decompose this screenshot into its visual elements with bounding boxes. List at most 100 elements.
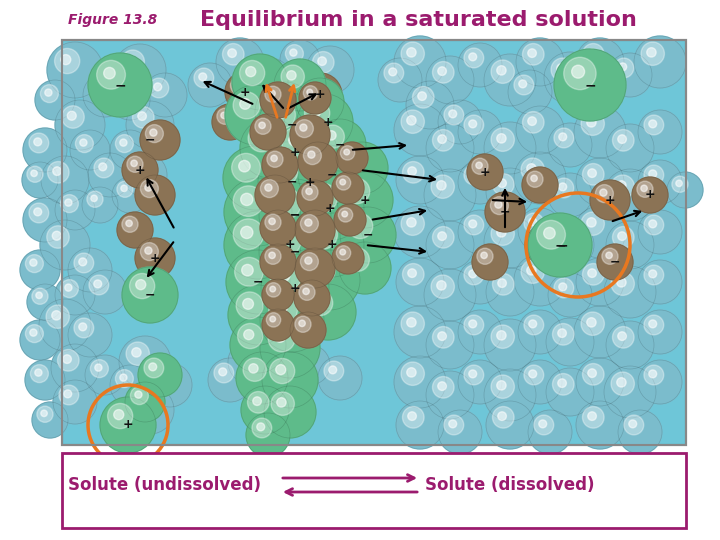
Circle shape [305,257,312,264]
Circle shape [233,219,264,249]
Circle shape [352,254,361,263]
Circle shape [27,284,63,320]
Circle shape [552,226,574,248]
Circle shape [228,340,272,384]
Circle shape [464,215,484,235]
Circle shape [340,179,346,185]
Text: +: + [135,164,145,177]
Circle shape [491,222,514,245]
Circle shape [248,125,275,152]
Circle shape [60,194,78,213]
Circle shape [527,171,543,187]
Circle shape [334,204,366,236]
Circle shape [121,185,127,192]
Circle shape [269,218,275,225]
Circle shape [238,323,263,349]
Circle shape [199,73,207,81]
Circle shape [667,172,703,208]
Circle shape [458,260,502,304]
Circle shape [246,66,256,77]
Circle shape [34,208,42,216]
Circle shape [74,253,94,273]
Circle shape [240,98,251,109]
Circle shape [236,352,288,404]
Circle shape [96,60,125,89]
Circle shape [295,119,313,138]
Circle shape [554,178,574,198]
Circle shape [536,220,565,249]
Circle shape [433,376,454,398]
Circle shape [458,210,502,254]
Circle shape [269,224,301,256]
Bar [62,40,686,445]
Circle shape [115,369,133,388]
Circle shape [154,83,162,91]
Circle shape [117,181,133,197]
Circle shape [351,185,361,195]
Circle shape [41,156,89,204]
Circle shape [444,105,464,125]
Circle shape [535,234,542,241]
Circle shape [67,111,76,120]
Circle shape [336,142,388,194]
Circle shape [314,119,366,171]
Text: +: + [323,116,333,129]
Circle shape [551,58,575,82]
Circle shape [407,218,416,227]
Circle shape [258,122,265,129]
Circle shape [458,360,502,404]
Circle shape [340,207,396,263]
Text: +: + [122,418,133,431]
Circle shape [259,216,331,288]
Circle shape [486,268,534,316]
Circle shape [408,167,416,176]
Circle shape [394,206,446,258]
Circle shape [260,82,296,118]
Circle shape [306,152,333,179]
Circle shape [138,112,146,120]
Circle shape [53,167,61,176]
Circle shape [65,284,72,291]
Circle shape [223,146,287,210]
Text: −: − [253,275,264,288]
Bar [62,40,686,445]
Circle shape [394,356,446,408]
Circle shape [268,365,276,374]
Circle shape [154,368,174,388]
Text: +: + [240,85,251,98]
Circle shape [274,163,287,176]
Circle shape [492,274,514,295]
Circle shape [548,273,592,317]
Circle shape [23,198,67,242]
Circle shape [140,120,180,160]
Circle shape [402,161,424,183]
Circle shape [240,60,265,86]
Circle shape [617,377,626,387]
Circle shape [216,38,264,86]
Circle shape [74,318,94,338]
Circle shape [64,390,72,398]
Circle shape [321,125,344,148]
Circle shape [306,188,312,194]
Circle shape [140,180,158,198]
Circle shape [307,151,315,158]
Text: +: + [480,165,490,179]
Circle shape [278,269,290,281]
Circle shape [498,279,506,287]
Circle shape [135,238,175,278]
Circle shape [68,313,112,357]
Circle shape [265,86,281,103]
Circle shape [438,232,446,240]
Circle shape [484,122,536,174]
Circle shape [52,310,61,320]
Circle shape [433,130,454,151]
Circle shape [250,114,286,150]
Circle shape [300,176,364,240]
Circle shape [149,78,168,98]
Circle shape [523,112,544,133]
Circle shape [22,162,58,198]
Circle shape [644,165,664,185]
Text: +: + [325,201,336,214]
Circle shape [269,252,275,259]
Circle shape [285,45,303,63]
